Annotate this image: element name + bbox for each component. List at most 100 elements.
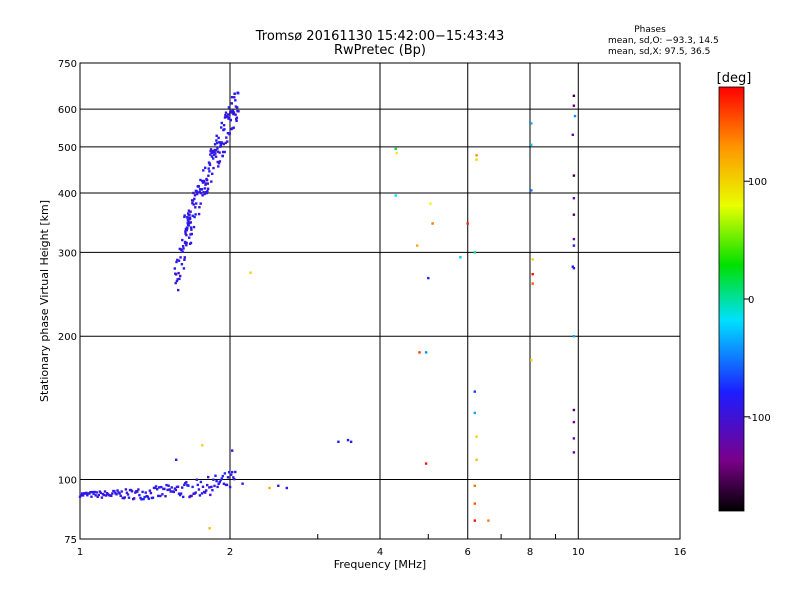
trace-point [221, 474, 224, 478]
trace-point [159, 494, 162, 498]
trace-point [110, 494, 113, 497]
trace-point [223, 472, 227, 475]
trace-point [188, 213, 191, 216]
trace-point [78, 495, 82, 498]
trace-point [226, 115, 229, 119]
data-point [201, 444, 204, 447]
trace-point [234, 105, 238, 108]
data-point [346, 438, 350, 442]
trace-point [233, 92, 237, 95]
trace-point [127, 496, 131, 499]
trace-point [232, 126, 235, 129]
trace-point [216, 485, 219, 489]
chart-title: Tromsø 20161130 15:42:00−15:43:43 [255, 29, 505, 44]
trace-point [124, 488, 128, 491]
colorbar-tick-label: -100 [748, 413, 771, 424]
trace-point [158, 486, 161, 489]
trace-point [187, 212, 190, 215]
trace-point [226, 132, 230, 135]
trace-point [234, 99, 237, 102]
trace-point [201, 179, 204, 183]
x-tick-label: 8 [527, 547, 533, 558]
trace-point [149, 491, 153, 495]
data-point [530, 122, 533, 125]
trace-point [195, 478, 198, 481]
data-point [475, 158, 478, 161]
trace-point [181, 250, 184, 253]
trace-point [175, 260, 178, 264]
trace-point [182, 495, 185, 499]
trace-point [168, 488, 171, 491]
trace-point [185, 234, 188, 237]
trace-point [95, 491, 98, 494]
colorbar-tick-label: 0 [748, 295, 754, 306]
data-point [572, 197, 576, 200]
trace-point [94, 494, 97, 497]
trace-point [231, 127, 234, 130]
trace-point [189, 210, 192, 213]
trace-point [211, 151, 214, 155]
trace-point [86, 494, 89, 497]
trace-point [174, 273, 178, 276]
data-point [530, 359, 533, 362]
trace-point [179, 256, 182, 259]
data-point [572, 451, 576, 454]
trace-point [113, 490, 116, 493]
data-point [572, 420, 576, 424]
trace-point [205, 179, 209, 182]
trace-point [123, 496, 126, 499]
trace-point [177, 492, 181, 495]
trace-point [200, 492, 204, 495]
trace-points [78, 91, 240, 501]
trace-point [79, 494, 83, 497]
trace-point [195, 202, 198, 205]
colorbar-label: [deg] [717, 71, 752, 86]
trace-point [214, 149, 217, 152]
x-tick-labels: 1 2 4 6 8 10 16 [77, 547, 687, 558]
trace-point [189, 217, 192, 220]
trace-point [235, 119, 238, 123]
trace-point [210, 485, 213, 489]
trace-point [170, 486, 173, 489]
data-point [572, 237, 576, 241]
trace-point [207, 174, 210, 177]
trace-point [235, 117, 238, 121]
data-point [572, 213, 576, 216]
trace-point [225, 483, 229, 487]
trace-point [99, 491, 103, 495]
trace-point [190, 232, 193, 236]
trace-point [218, 160, 222, 163]
data-point [572, 267, 576, 270]
trace-point [227, 113, 230, 116]
trace-point [186, 218, 190, 221]
y-tick-label: 400 [58, 189, 77, 200]
trace-point [226, 140, 229, 143]
data-point [473, 519, 476, 522]
phases-heading: Phases [634, 25, 666, 35]
trace-point [198, 206, 201, 209]
trace-point [186, 216, 189, 219]
trace-point [213, 150, 216, 153]
trace-point [88, 492, 91, 495]
trace-point [102, 493, 106, 497]
colorbar-tick-label: 100 [748, 177, 767, 188]
trace-point [194, 206, 197, 209]
trace-point [224, 111, 228, 114]
trace-point [100, 496, 104, 499]
trace-point [207, 475, 210, 479]
trace-point [210, 155, 214, 158]
trace-point [181, 486, 184, 489]
trace-point [139, 496, 142, 500]
trace-point [166, 488, 169, 492]
trace-point [229, 110, 233, 113]
trace-point [211, 172, 214, 175]
data-point [394, 147, 397, 151]
trace-point [183, 214, 186, 217]
data-point [571, 133, 574, 136]
data-point [475, 435, 478, 438]
trace-point [198, 494, 202, 497]
trace-point [185, 481, 188, 484]
trace-point [205, 489, 208, 492]
trace-point [224, 141, 227, 145]
trace-point [191, 214, 194, 217]
